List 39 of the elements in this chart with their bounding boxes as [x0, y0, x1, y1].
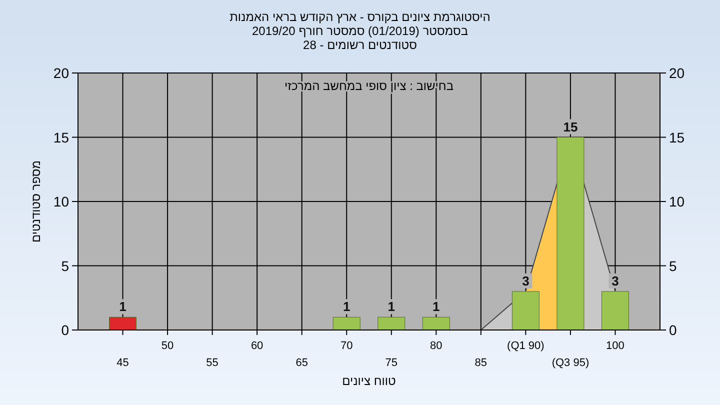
data-label: 3 — [612, 273, 619, 288]
y2-tick-label: 15 — [669, 129, 685, 146]
y-tick-label: 10 — [53, 194, 70, 210]
bar — [601, 291, 629, 330]
bar — [422, 316, 450, 330]
y-tick-label: 0 — [61, 322, 70, 338]
x-tick-label: 85 — [474, 357, 488, 369]
y2-tick-label: 0 — [669, 322, 677, 338]
x-tick-label: (Q3 95) — [552, 357, 590, 369]
y2-tick-label: 20 — [669, 65, 685, 81]
x-tick-label: 60 — [250, 340, 264, 352]
y-axis-title: מספר סטודנטים — [29, 160, 43, 243]
x-tick-label: 50 — [161, 340, 174, 352]
x-tick-label: 55 — [206, 357, 218, 369]
bar — [109, 316, 137, 330]
data-label: 1 — [432, 299, 440, 314]
y-tick-label: 15 — [53, 129, 70, 146]
chart-subtitle: בסמסטר (01/2019) סמסטר חורף 2019/20 סטודנטים רשומים - 28 — [252, 24, 468, 52]
bar — [378, 316, 406, 330]
y-tick-label: 20 — [53, 65, 70, 81]
y-tick-label: 5 — [61, 258, 70, 274]
data-label: 1 — [119, 299, 126, 314]
x-tick-label: 45 — [116, 357, 129, 369]
x-tick-label: 100 — [606, 340, 624, 352]
bar — [512, 291, 540, 330]
data-label: 3 — [522, 273, 530, 288]
x-tick-label: 70 — [340, 340, 353, 352]
x-axis-title: טווח ציונים — [342, 374, 396, 388]
x-tick-label: (Q1 90) — [507, 340, 544, 352]
y2-tick-label: 5 — [669, 258, 677, 274]
data-label: 1 — [343, 299, 350, 314]
chart-title: היסטוגרמת ציונים בקורס - ארץ הקודש בראי האמנות — [230, 10, 490, 24]
x-tick-label: 75 — [385, 357, 398, 369]
bar — [332, 316, 360, 330]
data-label: 15 — [563, 119, 578, 134]
x-tick-label: 80 — [430, 340, 442, 352]
x-tick-label: 65 — [296, 357, 308, 369]
y2-tick-label: 10 — [669, 194, 685, 210]
data-label: 1 — [388, 299, 395, 314]
